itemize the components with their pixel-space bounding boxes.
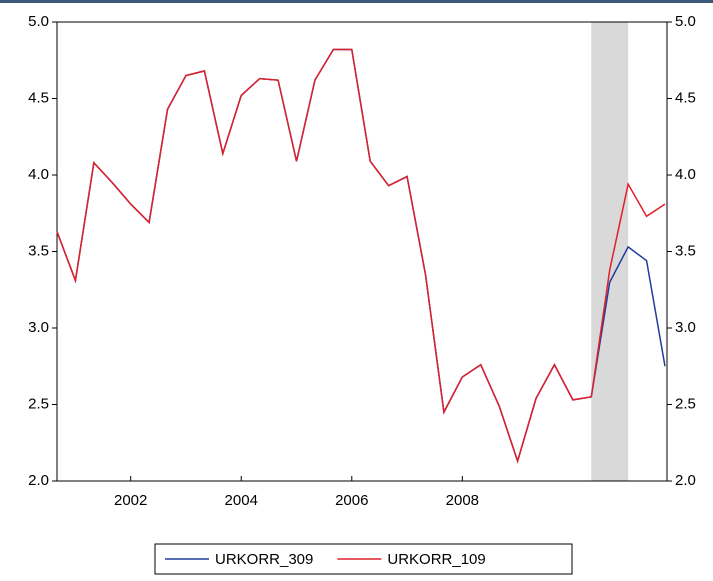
y-tick-label: 4.5 [28, 89, 49, 106]
legend-label: URKORR_109 [387, 551, 485, 568]
x-tick-label: 2008 [446, 492, 479, 509]
y-tick-label: 2.5 [28, 395, 49, 412]
x-tick-label: 2006 [335, 492, 368, 509]
y-tick-label: 3.5 [28, 242, 49, 259]
x-tick-label: 2002 [114, 492, 147, 509]
y2-tick-label: 2.5 [675, 395, 696, 412]
line-series [56, 48, 666, 464]
y-tick-label: 3.0 [28, 319, 49, 336]
y2-tick-label: 4.5 [675, 89, 696, 106]
legend-label: URKORR_309 [215, 551, 313, 568]
x-tick-label: 2004 [225, 492, 258, 509]
y2-tick-label: 5.0 [675, 13, 696, 30]
y-tick-label: 4.0 [28, 166, 49, 183]
y2-tick-label: 3.5 [675, 242, 696, 259]
y2-tick-label: 4.0 [675, 166, 696, 183]
y2-tick-label: 2.0 [675, 472, 696, 489]
y-tick-label: 2.0 [28, 472, 49, 489]
y2-tick-label: 3.0 [675, 319, 696, 336]
plot-frame [56, 21, 668, 482]
shaded-region [591, 22, 629, 481]
y-tick-label: 5.0 [28, 13, 49, 30]
top-border [0, 0, 713, 3]
